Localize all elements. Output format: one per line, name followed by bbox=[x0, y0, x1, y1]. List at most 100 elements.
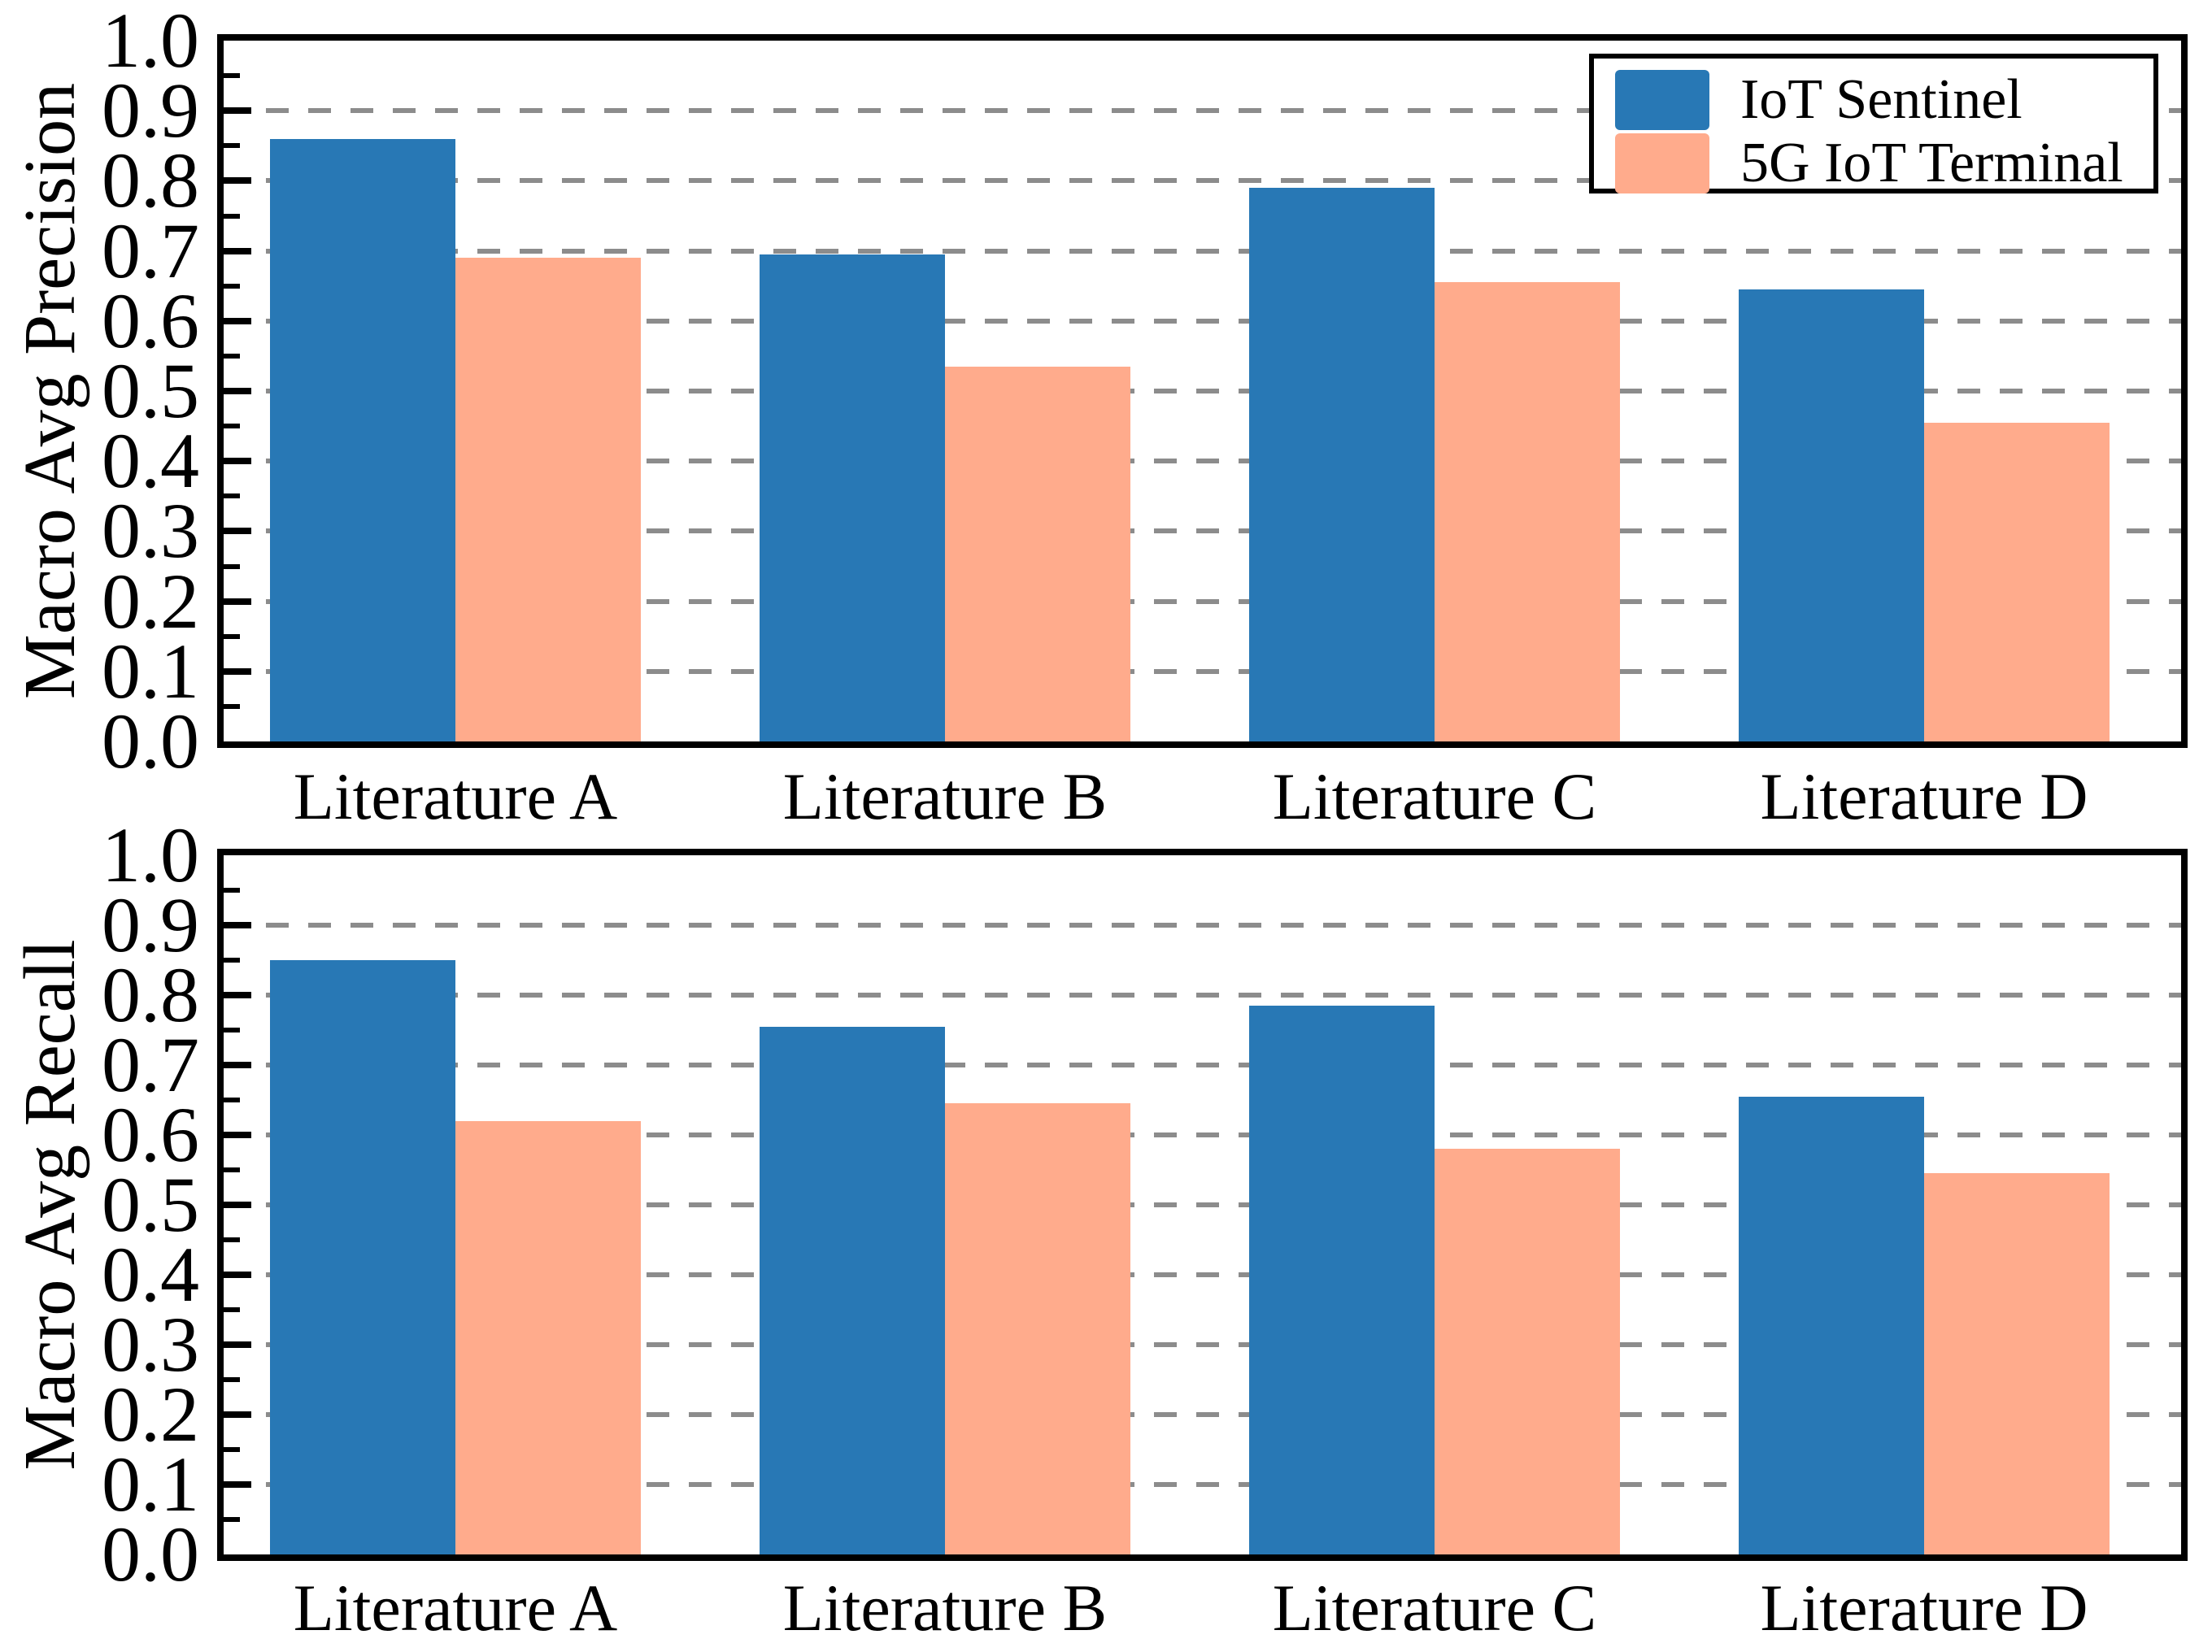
y-tick-label: 0.5 bbox=[102, 1161, 199, 1248]
y-tick-major bbox=[224, 528, 251, 535]
y-tick-major bbox=[224, 1411, 251, 1418]
x-category-label: Literature B bbox=[782, 1571, 1108, 1645]
gridline-0.1 bbox=[224, 1482, 2181, 1487]
y-tick-label: 0.9 bbox=[102, 881, 199, 968]
bar-iot-sentinel-literature-a bbox=[269, 960, 455, 1554]
y-tick-minor bbox=[224, 1447, 240, 1452]
x-category-label: Literature D bbox=[1760, 759, 2088, 833]
y-tick-minor bbox=[224, 958, 240, 963]
bar-5g-iot-terminal-literature-b bbox=[944, 366, 1131, 741]
y-tick-label: 0.7 bbox=[102, 1021, 199, 1108]
bar-5g-iot-terminal-literature-a bbox=[455, 1120, 642, 1554]
gridline-0.9 bbox=[224, 923, 2181, 928]
y-tick-major bbox=[224, 1341, 251, 1348]
legend-label: IoT Sentinel bbox=[1740, 68, 2023, 131]
plot-area-precision: IoT Sentinel 5G IoT Terminal bbox=[217, 34, 2188, 748]
bar-iot-sentinel-literature-c bbox=[1248, 1005, 1435, 1554]
gridline-0.9 bbox=[224, 108, 2181, 114]
legend-swatch-blue-icon bbox=[1615, 70, 1709, 130]
bar-5g-iot-terminal-literature-c bbox=[1434, 1149, 1621, 1554]
y-tick-label: 0.6 bbox=[102, 276, 199, 364]
y-tick-minor bbox=[224, 283, 240, 289]
x-category-label: Literature A bbox=[293, 759, 618, 833]
bar-iot-sentinel-literature-a bbox=[269, 138, 455, 741]
gridline-0.8 bbox=[224, 178, 2181, 184]
x-category-label: Literature D bbox=[1760, 1571, 2088, 1645]
legend-label: 5G IoT Terminal bbox=[1740, 132, 2123, 194]
plot-area-recall bbox=[217, 849, 2188, 1561]
x-category-label: Literature A bbox=[293, 1571, 618, 1645]
y-tick-label: 0.9 bbox=[102, 67, 199, 154]
y-tick-minor bbox=[224, 633, 240, 639]
gridline-0.1 bbox=[224, 668, 2181, 674]
y-tick-major bbox=[224, 1202, 251, 1208]
gridline-0.3 bbox=[224, 528, 2181, 534]
y-tick-label: 0.3 bbox=[102, 487, 199, 575]
y-tick-label: 1.0 bbox=[102, 0, 199, 84]
y-tick-label: 0.0 bbox=[102, 698, 199, 785]
y-tick-minor bbox=[224, 1098, 240, 1102]
y-tick-minor bbox=[224, 1028, 240, 1032]
gridline-0.4 bbox=[224, 1272, 2181, 1277]
y-tick-minor bbox=[224, 424, 240, 429]
y-tick-minor bbox=[224, 1167, 240, 1172]
y-tick-label: 0.3 bbox=[102, 1301, 199, 1388]
y-tick-minor bbox=[224, 143, 240, 149]
y-tick-label: 0.8 bbox=[102, 137, 199, 224]
y-tick-minor bbox=[224, 73, 240, 79]
y-tick-minor bbox=[224, 1517, 240, 1522]
y-tick-major bbox=[224, 1132, 251, 1138]
y-tick-major bbox=[224, 388, 251, 394]
y-tick-minor bbox=[224, 493, 240, 499]
y-tick-major bbox=[224, 922, 251, 928]
gridline-0.6 bbox=[224, 1132, 2181, 1137]
bar-5g-iot-terminal-literature-a bbox=[455, 258, 642, 741]
bar-5g-iot-terminal-literature-c bbox=[1434, 282, 1621, 741]
y-tick-label: 0.8 bbox=[102, 951, 199, 1038]
y-tick-label: 0.4 bbox=[102, 1231, 199, 1318]
legend-item-iot-sentinel: IoT Sentinel bbox=[1615, 68, 2129, 132]
y-tick-label: 0.7 bbox=[102, 206, 199, 294]
y-tick-label: 0.1 bbox=[102, 1441, 199, 1528]
y-tick-minor bbox=[224, 703, 240, 709]
y-tick-label: 0.2 bbox=[102, 557, 199, 645]
gridline-0.5 bbox=[224, 389, 2181, 393]
y-tick-major bbox=[224, 317, 251, 324]
gridline-0.3 bbox=[224, 1342, 2181, 1347]
x-category-label: Literature C bbox=[1272, 1571, 1597, 1645]
y-tick-major bbox=[224, 107, 251, 115]
bar-5g-iot-terminal-literature-b bbox=[944, 1103, 1131, 1554]
y-tick-label: 0.0 bbox=[102, 1511, 199, 1598]
y-tick-label: 0.6 bbox=[102, 1091, 199, 1178]
bar-5g-iot-terminal-literature-d bbox=[1923, 1173, 2110, 1554]
y-tick-minor bbox=[224, 1377, 240, 1382]
bar-5g-iot-terminal-literature-d bbox=[1923, 422, 2110, 741]
gridline-0.4 bbox=[224, 459, 2181, 464]
legend-item-5g-iot-terminal: 5G IoT Terminal bbox=[1615, 132, 2129, 195]
y-tick-label: 0.5 bbox=[102, 347, 199, 434]
gridline-0.8 bbox=[224, 993, 2181, 998]
bar-iot-sentinel-literature-d bbox=[1738, 1096, 1924, 1554]
bar-iot-sentinel-literature-b bbox=[759, 254, 945, 741]
y-tick-minor bbox=[224, 1307, 240, 1312]
gridline-0.7 bbox=[224, 248, 2181, 254]
x-category-label: Literature B bbox=[782, 759, 1108, 833]
y-tick-major bbox=[224, 177, 251, 185]
legend-swatch-salmon-icon bbox=[1615, 133, 1709, 193]
bar-iot-sentinel-literature-d bbox=[1738, 289, 1924, 741]
y-tick-minor bbox=[224, 888, 240, 893]
y-tick-major bbox=[224, 667, 251, 675]
y-tick-minor bbox=[224, 213, 240, 219]
y-tick-minor bbox=[224, 1237, 240, 1242]
gridline-0.7 bbox=[224, 1063, 2181, 1067]
gridline-0.2 bbox=[224, 598, 2181, 604]
y-tick-major bbox=[224, 1481, 251, 1488]
gridline-0.5 bbox=[224, 1202, 2181, 1207]
y-tick-minor bbox=[224, 353, 240, 359]
y-tick-minor bbox=[224, 563, 240, 569]
y-tick-major bbox=[224, 247, 251, 254]
bar-iot-sentinel-literature-c bbox=[1248, 188, 1435, 741]
y-tick-label: 0.4 bbox=[102, 417, 199, 505]
x-category-label: Literature C bbox=[1272, 759, 1597, 833]
